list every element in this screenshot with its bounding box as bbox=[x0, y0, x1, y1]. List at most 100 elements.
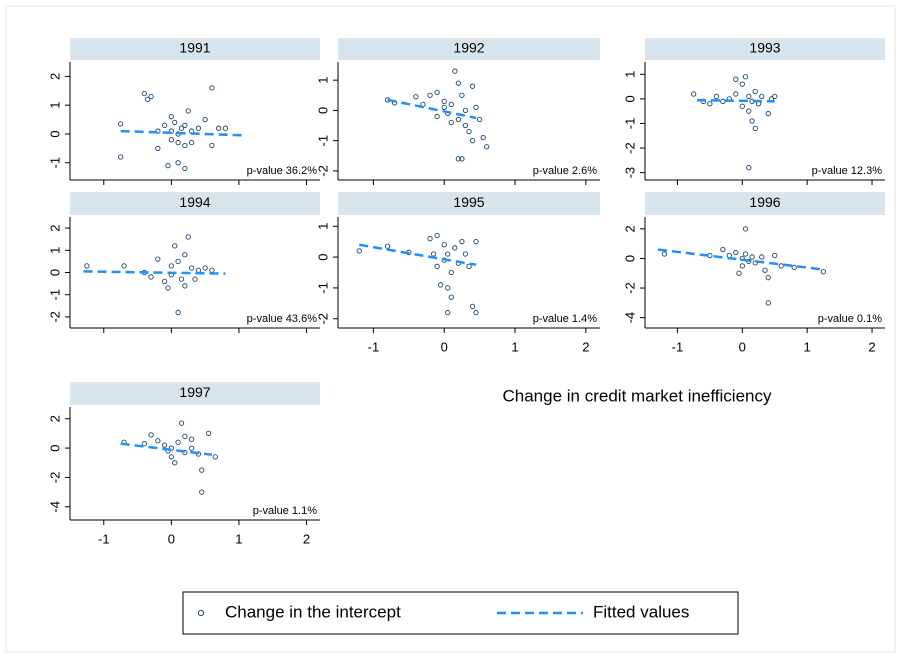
data-point bbox=[736, 270, 742, 276]
y-tick-label: -2 bbox=[315, 313, 330, 325]
data-point bbox=[733, 91, 739, 97]
data-point bbox=[182, 283, 188, 289]
data-point bbox=[434, 263, 440, 269]
data-point bbox=[182, 165, 188, 172]
x-tick-label: 1 bbox=[804, 339, 811, 354]
y-tick-label: -2 bbox=[47, 311, 62, 323]
y-tick-label: 1 bbox=[315, 223, 330, 230]
x-tick-label: 0 bbox=[441, 339, 448, 354]
panel-title: 1993 bbox=[749, 40, 780, 56]
panel-header bbox=[338, 38, 600, 60]
data-point bbox=[188, 139, 195, 146]
y-tick-label: 0 bbox=[315, 107, 330, 114]
data-point bbox=[746, 108, 752, 114]
panel-title: 1992 bbox=[453, 40, 484, 56]
data-point bbox=[459, 156, 465, 162]
data-point bbox=[168, 114, 175, 120]
panel-header bbox=[645, 192, 885, 215]
data-point bbox=[172, 460, 178, 466]
data-point bbox=[168, 445, 175, 451]
panel-header bbox=[70, 192, 320, 215]
data-point bbox=[182, 122, 188, 128]
data-point bbox=[182, 252, 188, 258]
data-point bbox=[148, 432, 154, 438]
y-tick-label: 2 bbox=[47, 415, 62, 422]
data-point bbox=[707, 101, 713, 107]
data-point bbox=[175, 139, 181, 146]
y-tick-label: -1 bbox=[315, 135, 330, 147]
data-point bbox=[155, 145, 161, 151]
data-point bbox=[455, 156, 462, 162]
data-point bbox=[759, 254, 765, 260]
data-point bbox=[739, 103, 745, 109]
fitted-line bbox=[120, 442, 213, 456]
data-point bbox=[356, 248, 362, 254]
data-point bbox=[466, 128, 472, 135]
data-point bbox=[466, 263, 472, 269]
data-point bbox=[759, 93, 765, 100]
data-point bbox=[690, 91, 697, 97]
y-tick-label: 0 bbox=[47, 130, 62, 137]
p-value-annotation: p-value 1.4% bbox=[533, 313, 597, 325]
data-point bbox=[118, 154, 124, 160]
data-point bbox=[720, 246, 726, 253]
data-point bbox=[452, 245, 458, 251]
p-value-annotation: p-value 2.6% bbox=[533, 165, 597, 177]
y-tick-label: -2 bbox=[622, 282, 637, 294]
data-point bbox=[765, 275, 771, 281]
data-point bbox=[765, 300, 771, 306]
data-point bbox=[168, 263, 175, 269]
y-tick-label: 0 bbox=[622, 255, 637, 262]
data-point bbox=[222, 125, 229, 131]
y-tick-label: 2 bbox=[47, 224, 62, 231]
data-point bbox=[713, 93, 720, 100]
x-tick-label: -1 bbox=[98, 531, 110, 546]
x-tick-label: 0 bbox=[168, 531, 175, 546]
data-point bbox=[413, 94, 419, 100]
data-point bbox=[445, 285, 451, 291]
frame bbox=[5, 5, 896, 653]
data-point bbox=[441, 104, 447, 111]
data-point bbox=[192, 276, 198, 282]
data-point bbox=[141, 91, 147, 97]
legend-box bbox=[182, 591, 739, 635]
data-point bbox=[462, 122, 469, 129]
legend-marker bbox=[197, 609, 205, 617]
data-point bbox=[215, 125, 222, 131]
data-point bbox=[168, 137, 175, 143]
data-point bbox=[172, 119, 178, 126]
fitted-line bbox=[120, 129, 246, 137]
data-point bbox=[476, 116, 483, 123]
data-point bbox=[165, 285, 171, 291]
data-point bbox=[430, 251, 437, 257]
data-point bbox=[752, 88, 758, 95]
data-point bbox=[172, 243, 178, 249]
data-point bbox=[175, 258, 181, 265]
data-point bbox=[820, 269, 827, 275]
x-tick-label: 2 bbox=[582, 339, 589, 354]
data-point bbox=[155, 256, 161, 262]
data-point bbox=[473, 104, 479, 111]
data-point bbox=[448, 119, 454, 126]
data-point bbox=[118, 121, 124, 127]
data-point bbox=[448, 269, 454, 276]
y-tick-label: 1 bbox=[315, 77, 330, 84]
data-point bbox=[752, 260, 758, 266]
data-point bbox=[175, 160, 181, 166]
data-point bbox=[749, 118, 755, 124]
data-point bbox=[199, 467, 205, 473]
data-point bbox=[209, 142, 215, 149]
p-value-annotation: p-value 36.2% bbox=[247, 165, 318, 177]
data-point bbox=[469, 303, 476, 310]
data-point bbox=[178, 125, 185, 131]
data-point bbox=[168, 454, 175, 460]
data-point bbox=[434, 113, 440, 120]
y-tick-label: -1 bbox=[622, 118, 637, 130]
data-point bbox=[178, 276, 185, 282]
data-point bbox=[484, 144, 490, 150]
data-point bbox=[733, 76, 739, 82]
p-value-annotation: p-value 43.6% bbox=[247, 313, 318, 325]
data-point bbox=[188, 436, 195, 442]
data-point bbox=[427, 92, 433, 98]
data-point bbox=[185, 108, 191, 114]
